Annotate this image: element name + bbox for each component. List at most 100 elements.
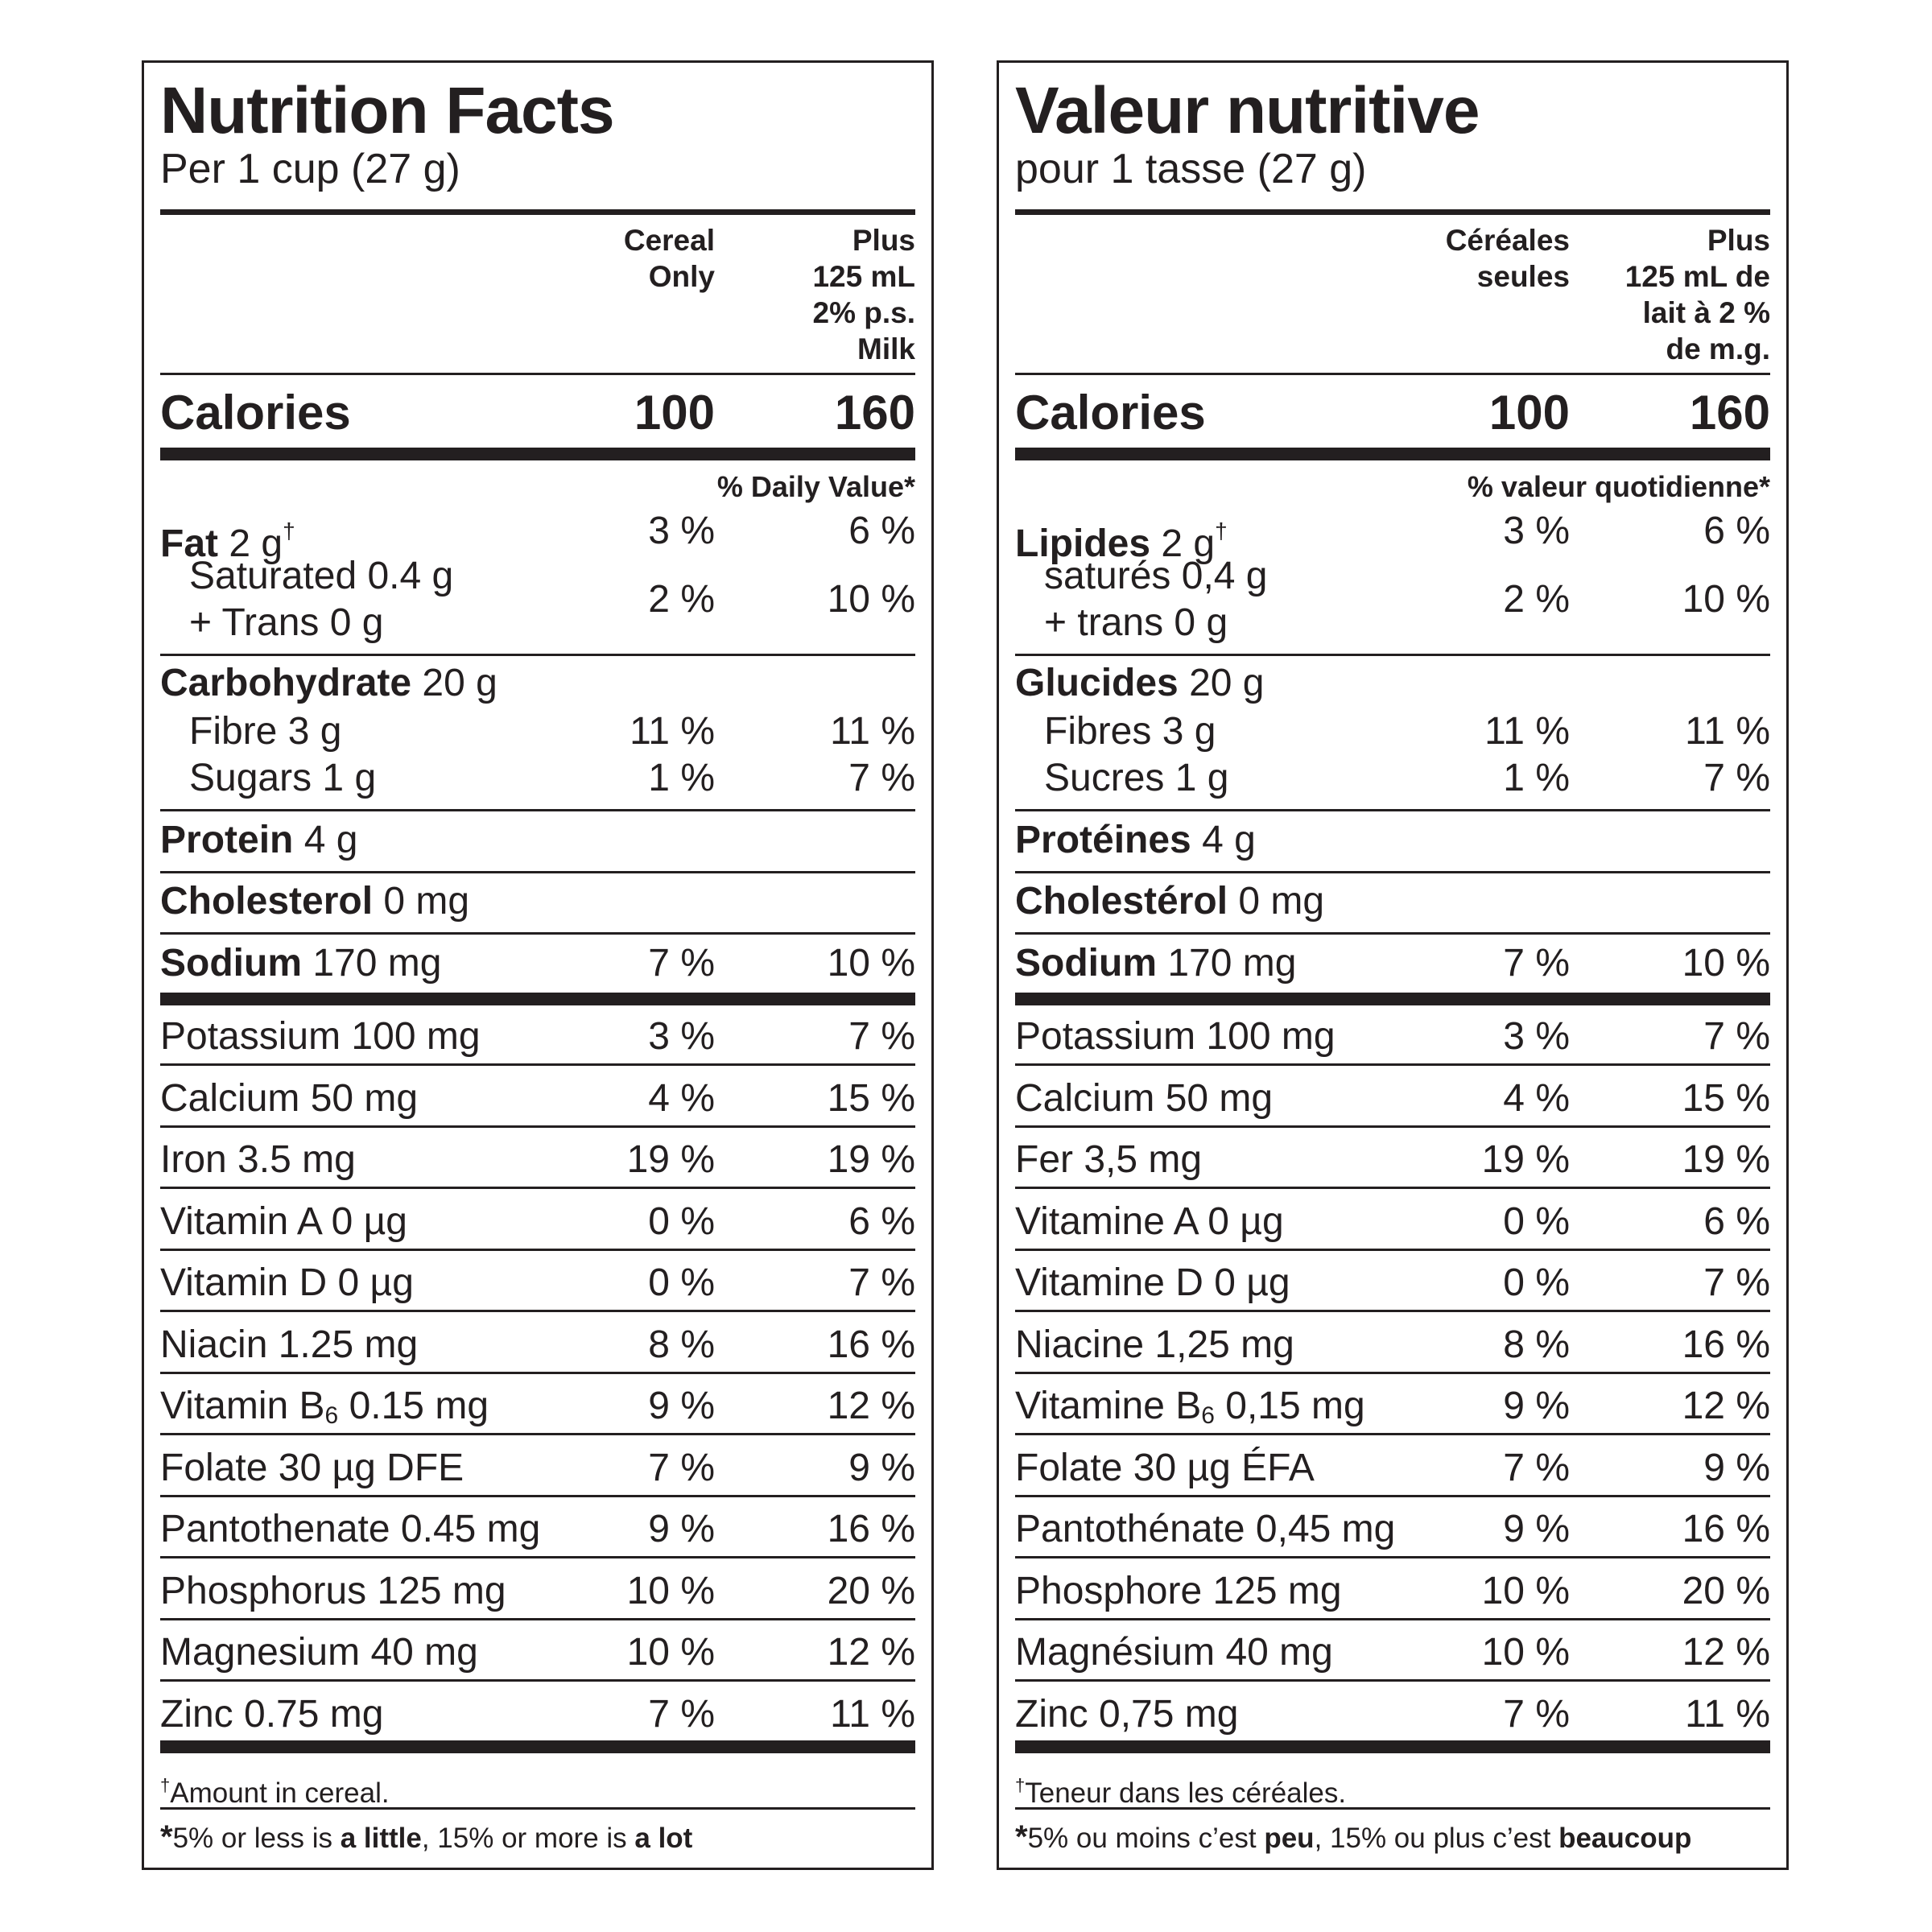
- divider-thick: [160, 209, 915, 215]
- divider: [160, 1248, 915, 1251]
- micronutrient-label: Phosphore 125 mg: [1015, 1569, 1342, 1612]
- micronutrient-dv-cereal: 10 %: [626, 1569, 715, 1612]
- micronutrient-dv-cereal: 4 %: [648, 1076, 715, 1120]
- micronutrient-dv-milk: 15 %: [1682, 1076, 1770, 1120]
- micronutrient-dv-cereal: 19 %: [1481, 1138, 1570, 1181]
- fibre-dv-cereal: 11 %: [1484, 710, 1570, 753]
- divider-bar: [160, 448, 915, 460]
- sodium-dv-cereal: 7 %: [648, 942, 715, 985]
- divider: [160, 1187, 915, 1189]
- micronutrient-dv-milk: 12 %: [1682, 1385, 1770, 1427]
- sodium-label: Sodium 170 mg: [1015, 942, 1297, 985]
- divider: [1015, 1187, 1770, 1189]
- divider: [1015, 871, 1770, 873]
- micronutrient-label: Magnesium 40 mg: [160, 1631, 478, 1674]
- column-header-plus-milk: Plus 125 mL de lait à 2 % de m.g.: [1624, 224, 1770, 365]
- divider: [160, 1617, 915, 1620]
- micronutrient-dv-milk: 6 %: [1703, 1199, 1770, 1243]
- panel-title: Nutrition Facts: [160, 74, 615, 147]
- divider: [1015, 1556, 1770, 1558]
- fat-dv-milk: 6 %: [848, 510, 915, 552]
- calories-cereal-only: 100: [1488, 386, 1570, 440]
- micronutrient-dv-milk: 7 %: [848, 1261, 915, 1304]
- micronutrient-label: Folate 30 µg DFE: [160, 1446, 464, 1489]
- micronutrient-label: Iron 3.5 mg: [160, 1138, 356, 1181]
- micronutrient-dv-milk: 6 %: [848, 1199, 915, 1243]
- divider: [160, 1433, 915, 1435]
- divider: [1015, 809, 1770, 811]
- micronutrient-dv-milk: 11 %: [830, 1692, 915, 1736]
- divider: [1015, 1617, 1770, 1620]
- serving-size: pour 1 tasse (27 g): [1015, 146, 1367, 192]
- divider: [160, 1125, 915, 1128]
- trans-label: + trans 0 g: [1044, 601, 1228, 644]
- fibre-label: Fibre 3 g: [189, 710, 342, 753]
- micronutrient-label: Zinc 0.75 mg: [160, 1692, 384, 1736]
- divider-bar: [160, 1740, 915, 1753]
- micronutrient-dv-milk: 20 %: [827, 1569, 915, 1612]
- divider: [160, 1310, 915, 1312]
- daily-value-header: % valeur quotidienne*: [1467, 470, 1770, 503]
- micronutrient-dv-milk: 11 %: [1685, 1692, 1770, 1736]
- divider: [1015, 1248, 1770, 1251]
- fat-label: Fat 2 g†: [160, 518, 295, 565]
- protein-label: Protein 4 g: [160, 819, 358, 861]
- micronutrient-dv-cereal: 7 %: [1503, 1446, 1570, 1489]
- micronutrient-label: Magnésium 40 mg: [1015, 1631, 1333, 1674]
- divider: [1015, 1433, 1770, 1435]
- micronutrient-dv-cereal: 10 %: [626, 1631, 715, 1674]
- daily-value-note: *5% ou moins c’est peu, 15% ou plus c’es…: [1015, 1819, 1692, 1855]
- sugars-dv-cereal: 1 %: [648, 757, 715, 799]
- saturated-trans-dv-milk: 10 %: [1682, 578, 1770, 621]
- daily-value-header: % Daily Value*: [716, 470, 915, 503]
- divider-bar: [160, 993, 915, 1005]
- divider: [1015, 1371, 1770, 1374]
- micronutrient-dv-milk: 20 %: [1682, 1569, 1770, 1612]
- dagger-mark: †: [283, 518, 295, 543]
- micronutrient-label: Niacin 1.25 mg: [160, 1323, 419, 1366]
- micronutrient-dv-cereal: 8 %: [648, 1323, 715, 1366]
- column-header-cereal-only: Cereal Only: [623, 224, 715, 293]
- micronutrient-dv-cereal: 9 %: [1503, 1508, 1570, 1550]
- sugars-label: Sugars 1 g: [189, 757, 377, 799]
- micronutrient-label: Fer 3,5 mg: [1015, 1138, 1203, 1181]
- sodium-dv-milk: 10 %: [1682, 942, 1770, 985]
- footnote-amount-in-cereal: †Amount in cereal.: [160, 1775, 390, 1809]
- calories-plus-milk: 160: [1689, 386, 1770, 440]
- divider: [160, 871, 915, 873]
- micronutrient-dv-cereal: 4 %: [1503, 1076, 1570, 1120]
- calories-label: Calories: [160, 386, 351, 440]
- fibre-label: Fibres 3 g: [1044, 710, 1216, 753]
- calories-cereal-only: 100: [634, 386, 715, 440]
- micronutrient-dv-cereal: 0 %: [1503, 1261, 1570, 1304]
- divider: [1015, 1494, 1770, 1497]
- nutrition-facts-panel-english: Nutrition Facts Per 1 cup (27 g) Cereal …: [142, 60, 934, 1870]
- micronutrient-label: Zinc 0,75 mg: [1015, 1692, 1239, 1736]
- divider: [160, 1556, 915, 1558]
- micronutrient-dv-cereal: 3 %: [1503, 1015, 1570, 1058]
- serving-size: Per 1 cup (27 g): [160, 146, 460, 192]
- column-header-plus-milk: Plus 125 mL 2% p.s. Milk: [812, 224, 915, 365]
- sodium-dv-milk: 10 %: [827, 942, 915, 985]
- divider-thick: [1015, 209, 1770, 215]
- micronutrient-dv-cereal: 10 %: [1481, 1569, 1570, 1612]
- divider: [1015, 1310, 1770, 1312]
- divider: [160, 1063, 915, 1066]
- carbohydrate-label: Glucides 20 g: [1015, 662, 1265, 704]
- micronutrient-dv-cereal: 7 %: [1503, 1692, 1570, 1736]
- micronutrient-dv-cereal: 8 %: [1503, 1323, 1570, 1366]
- divider: [1015, 654, 1770, 656]
- divider: [160, 1807, 915, 1810]
- sugars-dv-milk: 7 %: [848, 757, 915, 799]
- micronutrient-dv-cereal: 0 %: [1503, 1199, 1570, 1243]
- trans-label: + Trans 0 g: [189, 601, 384, 644]
- micronutrient-dv-cereal: 7 %: [648, 1692, 715, 1736]
- micronutrient-label: Vitamine B6 0,15 mg: [1015, 1385, 1365, 1429]
- micronutrient-dv-milk: 7 %: [1703, 1261, 1770, 1304]
- sodium-label: Sodium 170 mg: [160, 942, 442, 985]
- micronutrient-dv-milk: 19 %: [1682, 1138, 1770, 1181]
- cholesterol-label: Cholesterol 0 mg: [160, 880, 470, 923]
- micronutrient-dv-cereal: 3 %: [648, 1015, 715, 1058]
- micronutrient-dv-milk: 19 %: [827, 1138, 915, 1181]
- divider-bar: [1015, 993, 1770, 1005]
